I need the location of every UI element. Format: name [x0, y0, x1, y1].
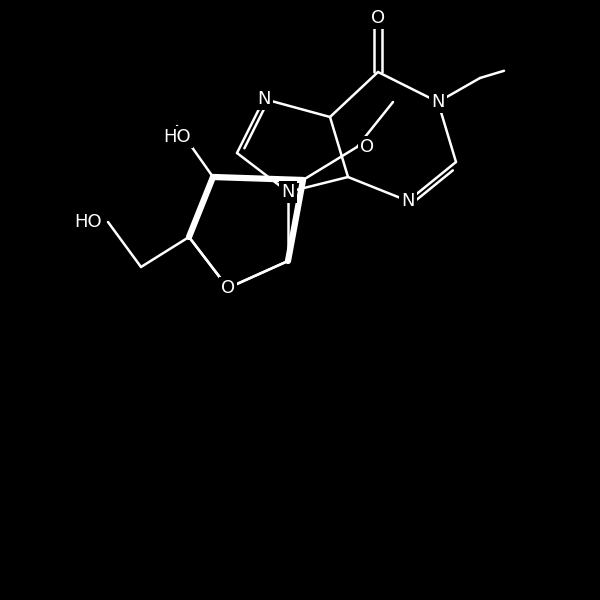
Text: N: N [281, 183, 295, 201]
Text: N: N [257, 90, 271, 108]
Text: O: O [221, 279, 235, 297]
Text: O: O [371, 9, 385, 27]
Text: N: N [431, 93, 445, 111]
Text: O: O [360, 138, 374, 156]
Text: HO: HO [74, 213, 102, 231]
Text: HO: HO [163, 128, 191, 146]
Text: N: N [401, 192, 415, 210]
